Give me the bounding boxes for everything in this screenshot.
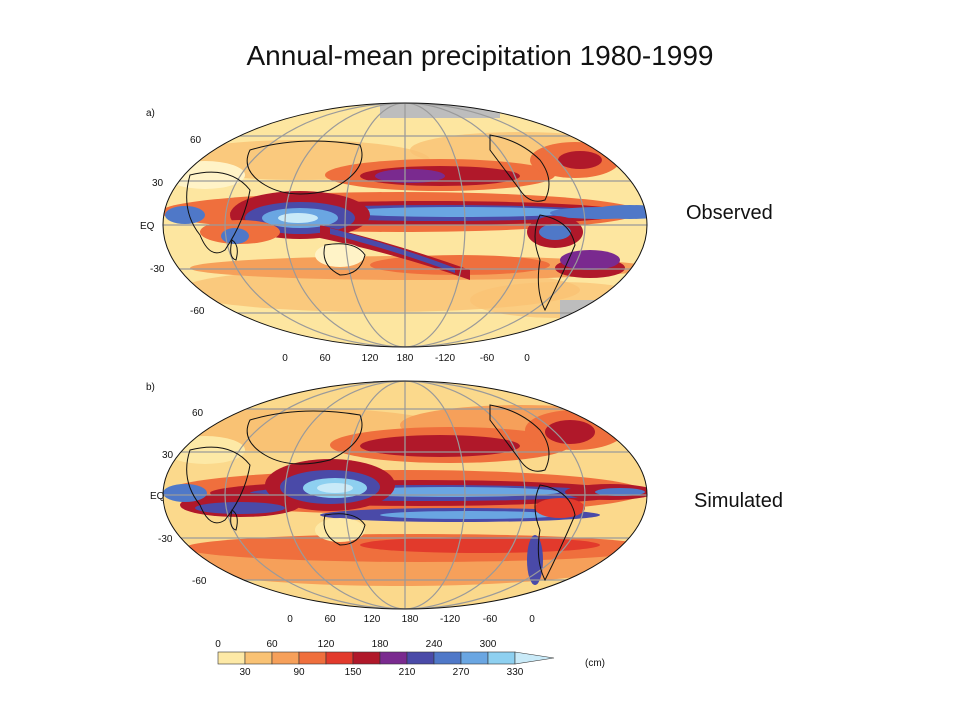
colorbar-top-label: 120: [318, 639, 335, 650]
colorbar-swatch: [217, 651, 246, 665]
colorbar-top-label: 60: [266, 639, 278, 650]
lat-tick-label: 30: [152, 178, 164, 189]
colorbar-bottom-label: 90: [293, 667, 305, 678]
colorbar-top-label: 240: [426, 639, 443, 650]
lon-tick-label: 60: [324, 614, 336, 625]
lon-tick-label: 120: [362, 353, 379, 364]
colorbar-swatch: [352, 651, 381, 665]
panel-letter-a: a): [146, 108, 155, 119]
colorbar-swatch: [271, 651, 300, 665]
observed-lon-ticks: 0 60 120 180 -120 -60 0: [282, 353, 530, 364]
lon-tick-label: 180: [402, 614, 419, 625]
colorbar-swatch: [379, 651, 408, 665]
colorbar-bottom-label: 150: [345, 667, 362, 678]
colorbar-swatch: [433, 651, 462, 665]
panel-letter-b: b): [146, 382, 155, 393]
lon-tick-label: -120: [435, 353, 455, 364]
lon-tick-label: 0: [282, 353, 288, 364]
lon-tick-label: 120: [364, 614, 381, 625]
observed-map-panel: a): [140, 102, 648, 364]
lon-tick-label: 0: [287, 614, 293, 625]
observed-lat-ticks: 60 30 EQ -30 -60: [140, 135, 205, 317]
colorbar-swatch: [460, 651, 489, 665]
colorbar-arrow: [514, 651, 555, 665]
colorbar-swatch: [487, 651, 516, 665]
lon-tick-label: 0: [529, 614, 535, 625]
colorbar-top-label: 0: [215, 639, 221, 650]
lat-tick-label: 60: [192, 408, 204, 419]
lon-tick-label: 0: [524, 353, 530, 364]
colorbar-top-labels: 0 60 120 180 240 300: [215, 639, 497, 650]
simulated-precip-field: [163, 381, 647, 609]
observed-precip-field: [163, 103, 647, 347]
simulated-lat-ticks: 60 30 EQ -30 -60: [150, 408, 207, 587]
observed-map-outline: [162, 102, 648, 348]
colorbar-bottom-label: 30: [239, 667, 251, 678]
lon-tick-label: 180: [397, 353, 414, 364]
simulated-map-panel: b): [146, 380, 648, 625]
colorbar-bottom-label: 330: [507, 667, 524, 678]
colorbar-swatch: [244, 651, 273, 665]
colorbar-bottom-label: 270: [453, 667, 470, 678]
lat-tick-label: -60: [192, 576, 207, 587]
lat-tick-label: -30: [150, 264, 165, 275]
colorbar-swatch: [298, 651, 327, 665]
lat-tick-label: -60: [190, 306, 205, 317]
simulated-map-outline: [162, 380, 648, 610]
lat-tick-label: 30: [162, 450, 174, 461]
simulated-label: Simulated: [694, 490, 783, 512]
lon-tick-label: -60: [480, 353, 495, 364]
lon-tick-label: -60: [483, 614, 498, 625]
colorbar-swatches: [217, 651, 555, 665]
lat-tick-label: EQ: [140, 221, 155, 232]
lon-tick-label: 60: [319, 353, 331, 364]
lat-tick-label: EQ: [150, 491, 165, 502]
colorbar-bottom-label: 210: [399, 667, 416, 678]
page-title: Annual-mean precipitation 1980-1999: [246, 40, 714, 71]
colorbar-unit: (cm): [585, 658, 605, 669]
lat-tick-label: -30: [158, 534, 173, 545]
colorbar-bottom-labels: 30 90 150 210 270 330: [239, 667, 523, 678]
colorbar: 0 60 120 180 240 300 30 90 150 210 270 330 (cm): [215, 639, 605, 678]
lon-tick-label: -120: [440, 614, 460, 625]
colorbar-swatch: [325, 651, 354, 665]
colorbar-swatch: [406, 651, 435, 665]
colorbar-top-label: 300: [480, 639, 497, 650]
observed-label: Observed: [686, 202, 773, 224]
simulated-lon-ticks: 0 60 120 180 -120 -60 0: [287, 614, 535, 625]
lat-tick-label: 60: [190, 135, 202, 146]
colorbar-top-label: 180: [372, 639, 389, 650]
